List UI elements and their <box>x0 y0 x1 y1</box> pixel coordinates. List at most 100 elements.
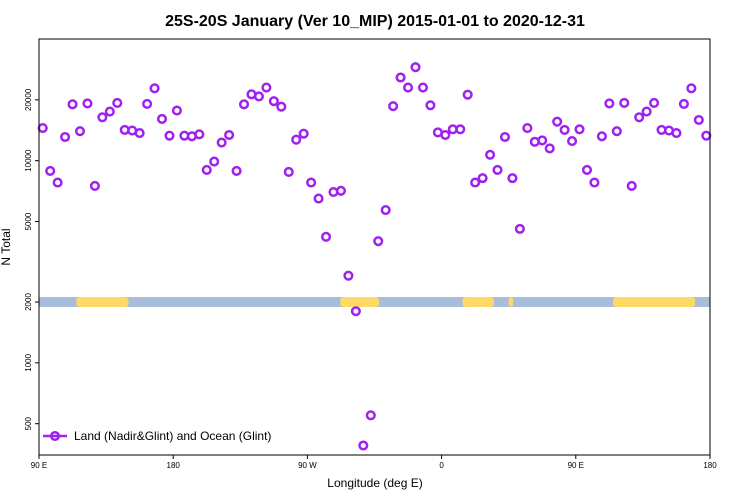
data-point <box>253 91 264 102</box>
legend: Land (Nadir&Glint) and Ocean (Glint) <box>43 429 271 443</box>
data-point <box>477 173 488 184</box>
data-point <box>611 126 622 137</box>
data-point <box>291 134 302 145</box>
data-point <box>320 231 332 242</box>
data-point <box>335 185 347 196</box>
land-segment-1 <box>340 296 379 307</box>
data-point <box>604 98 615 109</box>
chart-title: 25S-20S January (Ver 10_MIP) 2015-01-01 … <box>165 13 585 30</box>
data-point <box>74 126 86 137</box>
data-point <box>238 99 250 110</box>
data-point <box>164 130 175 141</box>
x-axis-ticks: 90 E 180 90 W 0 90 E 180 <box>31 455 717 470</box>
data-point <box>440 129 451 141</box>
data-point <box>306 177 317 188</box>
y-tick-label: 500 <box>24 416 33 430</box>
data-point <box>283 166 294 177</box>
data-point <box>45 165 56 176</box>
legend-marker <box>49 430 61 442</box>
data-point <box>313 193 324 204</box>
y-axis-ticks: 500 1000 2000 5000 10000 20000 <box>24 88 39 430</box>
data-point <box>52 177 63 188</box>
data-point <box>261 82 272 93</box>
data-point <box>641 106 652 117</box>
data-point <box>559 124 570 135</box>
data-point <box>216 137 227 148</box>
data-point <box>522 123 533 134</box>
data-point <box>410 62 421 73</box>
x-tick-label: 180 <box>703 461 717 470</box>
data-point <box>455 124 466 135</box>
data-point <box>365 410 376 421</box>
data-point <box>343 270 354 281</box>
data-point <box>649 97 660 109</box>
data-point <box>112 97 123 109</box>
y-tick-label: 1000 <box>24 353 33 371</box>
data-point <box>388 101 399 112</box>
data-point <box>276 101 287 112</box>
data-point <box>89 180 100 192</box>
data-point <box>231 165 242 176</box>
data-point <box>104 106 115 117</box>
x-tick-label: 90 E <box>31 461 47 470</box>
x-tick-label: 90 W <box>298 461 317 470</box>
data-point <box>134 128 145 139</box>
data-point <box>350 306 361 317</box>
data-point <box>358 440 369 451</box>
x-axis-label: Longitude (deg E) <box>327 476 422 490</box>
data-point <box>403 82 414 93</box>
data-point <box>37 123 48 134</box>
data-point <box>567 136 578 147</box>
data-point <box>373 236 384 247</box>
legend-entry: Land (Nadir&Glint) and Ocean (Glint) <box>74 429 271 443</box>
data-point <box>142 98 153 109</box>
data-point <box>224 129 235 141</box>
data-point <box>589 177 600 188</box>
data-point <box>485 149 496 160</box>
data-point <box>380 204 391 216</box>
data-point <box>678 98 689 109</box>
data-point <box>156 113 168 124</box>
data-point <box>201 164 212 175</box>
data-point <box>171 105 182 116</box>
data-point <box>425 100 436 111</box>
surface-band <box>39 296 710 307</box>
data-point <box>67 99 78 110</box>
data-point <box>574 124 585 135</box>
y-tick-label: 10000 <box>24 149 33 172</box>
data-point <box>686 83 697 94</box>
data-point <box>619 97 630 109</box>
data-point <box>507 173 518 184</box>
data-point <box>581 164 593 175</box>
data-point <box>470 177 481 188</box>
data-point <box>514 223 525 234</box>
data-point <box>537 135 548 146</box>
land-segment-2 <box>462 296 494 307</box>
data-point <box>544 143 555 154</box>
land-segment-0 <box>76 296 129 307</box>
data-point <box>209 156 220 167</box>
data-point <box>149 83 160 94</box>
data-point <box>499 131 511 143</box>
data-point <box>417 82 429 93</box>
plot-frame <box>38 38 711 456</box>
y-axis-label: N Total <box>0 228 13 265</box>
data-point <box>194 129 205 140</box>
data-point <box>268 96 279 107</box>
x-tick-label: 0 <box>439 461 444 470</box>
land-segment-4 <box>613 296 696 307</box>
data-point <box>492 164 503 175</box>
data-point <box>634 112 645 123</box>
land-segment-3 <box>508 296 514 307</box>
data-point <box>97 112 108 123</box>
x-tick-label: 180 <box>167 461 181 470</box>
y-tick-label: 5000 <box>24 212 33 230</box>
data-point <box>395 72 406 83</box>
data-point <box>82 98 93 109</box>
data-point <box>626 180 637 192</box>
data-point <box>552 116 563 127</box>
data-point <box>298 128 309 139</box>
data-point <box>60 131 71 143</box>
y-tick-label: 2000 <box>24 293 33 311</box>
